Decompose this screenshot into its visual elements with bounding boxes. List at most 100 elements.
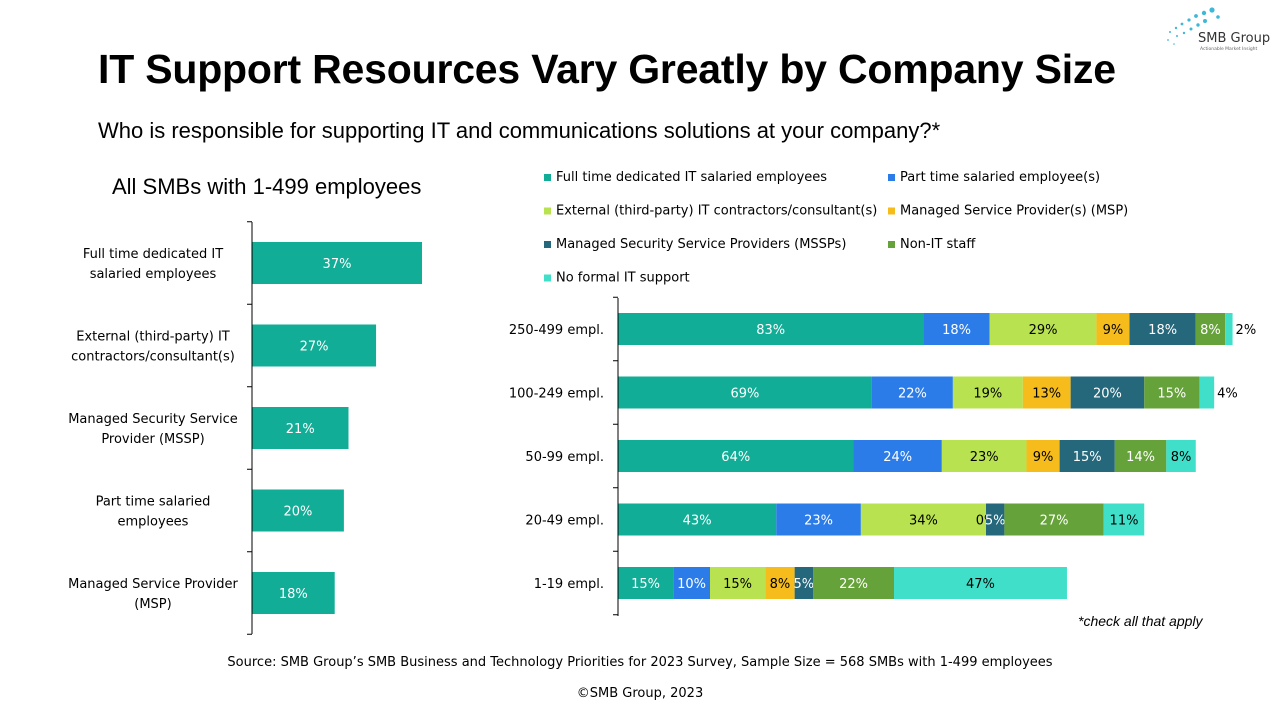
stacked-segment-no-formal-it-support: [1225, 313, 1233, 345]
stacked-segment-external-third-party-it-contractors-consultant-s: [952, 376, 1023, 409]
stacked-segment-external-third-party-it-contractors-consultant-s: [989, 313, 1097, 345]
stacked-segment-full-time-dedicated-it-salaried-employees: [618, 503, 777, 536]
legend-swatch-no-formal-it-support: [544, 274, 551, 282]
left-bar-external-third-party-it-contractors-consultant-s: [252, 324, 377, 367]
stacked-value-label: 15%: [631, 577, 660, 592]
left-category-label: Provider (MSSP): [101, 432, 204, 447]
stacked-category-label: 250-499 empl.: [509, 323, 604, 338]
stacked-segment-managed-service-provider-s-msp: [1026, 440, 1060, 472]
left-category-label: contractors/consultant(s): [71, 350, 235, 365]
stacked-value-label: 18%: [942, 323, 971, 338]
stacked-value-label: 9%: [1103, 323, 1124, 338]
stacked-value-label: 15%: [1157, 387, 1186, 402]
stacked-value-label: 4%: [1217, 387, 1238, 402]
left-bar-value-label: 27%: [300, 340, 329, 355]
stacked-segment-full-time-dedicated-it-salaried-employees: [618, 567, 674, 599]
stacked-segment-managed-service-provider-s-msp: [1096, 313, 1130, 345]
legend-label: Part time salaried employee(s): [900, 170, 1100, 185]
page-subtitle: Who is responsible for supporting IT and…: [98, 118, 941, 143]
left-category-label: Managed Security Service: [68, 412, 238, 427]
stacked-segment-no-formal-it-support: [894, 567, 1067, 599]
left-category-label: Managed Service Provider: [68, 577, 238, 592]
stacked-value-label: 23%: [970, 450, 999, 465]
stacked-segment-external-third-party-it-contractors-consultant-s: [710, 567, 766, 599]
stacked-value-label: 18%: [1148, 323, 1177, 338]
legend-swatch-managed-service-provider-s-msp: [888, 207, 895, 215]
left-chart-title: All SMBs with 1-499 employees: [112, 174, 422, 199]
stacked-segment-external-third-party-it-contractors-consultant-s: [941, 440, 1027, 472]
stacked-segment-full-time-dedicated-it-salaried-employees: [618, 376, 872, 409]
stacked-segment-managed-security-service-providers-mssps: [1070, 376, 1145, 409]
legend-label: Managed Service Provider(s) (MSP): [900, 204, 1128, 219]
stacked-segment-managed-security-service-providers-mssps: [1129, 313, 1196, 345]
stacked-value-label: 24%: [883, 450, 912, 465]
left-bar-managed-security-service-provider-mssp: [252, 407, 349, 449]
stacked-category-label: 100-249 empl.: [509, 387, 604, 402]
legend-swatch-part-time-salaried-employee-s: [888, 174, 895, 181]
stacked-value-label: 8%: [770, 577, 791, 592]
stacked-segment-external-third-party-it-contractors-consultant-s: [860, 503, 986, 536]
legend-swatch-external-third-party-it-contractors-consultant-s: [544, 207, 551, 215]
left-bar-part-time-salaried-employees: [252, 489, 344, 532]
left-category-label: salaried employees: [90, 267, 217, 282]
left-bar-managed-service-provider-msp: [252, 572, 335, 614]
stacked-segment-part-time-salaried-employee-s: [673, 567, 710, 599]
stacked-segment-non-it-staff: [813, 567, 894, 599]
stacked-segment-full-time-dedicated-it-salaried-employees: [618, 313, 924, 345]
stacked-segment-no-formal-it-support: [1103, 503, 1145, 536]
stacked-value-label: 5%: [985, 514, 1006, 529]
stacked-category-label: 1-19 empl.: [534, 577, 604, 592]
stacked-value-label: 11%: [1110, 514, 1139, 529]
stacked-value-label: 5%: [794, 577, 815, 592]
left-category-label: employees: [118, 515, 189, 530]
legend-label: External (third-party) IT contractors/co…: [556, 204, 877, 219]
left-bar-value-label: 20%: [283, 505, 312, 520]
stacked-category-label: 50-99 empl.: [525, 450, 604, 465]
stacked-segment-part-time-salaried-employee-s: [923, 313, 990, 345]
stacked-segment-part-time-salaried-employee-s: [871, 376, 953, 409]
legend-label: Non-IT staff: [900, 237, 976, 252]
source-note: Source: SMB Group’s SMB Business and Tec…: [227, 655, 1053, 670]
stacked-value-label: 10%: [677, 577, 706, 592]
stacked-value-label: 15%: [723, 577, 752, 592]
stacked-value-label: 43%: [683, 514, 712, 529]
copyright: ©SMB Group, 2023: [576, 686, 704, 701]
stacked-segment-managed-security-service-providers-mssps: [986, 503, 1005, 536]
stacked-segment-no-formal-it-support: [1166, 440, 1196, 472]
smb-group-logo: SMB Group Actionable Market Insight: [1167, 7, 1270, 52]
stacked-value-label: 29%: [1029, 323, 1058, 338]
stacked-value-label: 69%: [731, 387, 760, 402]
left-category-label: External (third-party) IT: [76, 330, 230, 345]
stacked-segment-part-time-salaried-employee-s: [776, 503, 861, 536]
stacked-value-label: 15%: [1073, 450, 1102, 465]
left-bar-full-time-dedicated-it-salaried-employees: [252, 242, 422, 284]
stacked-value-label: 2%: [1236, 323, 1257, 338]
stacked-value-label: 27%: [1040, 514, 1069, 529]
legend-label: Full time dedicated IT salaried employee…: [556, 170, 827, 185]
left-bar-value-label: 21%: [286, 422, 315, 437]
left-bar-value-label: 37%: [323, 257, 352, 272]
stacked-value-label: 47%: [966, 577, 995, 592]
legend-swatch-managed-security-service-providers-mssps: [544, 241, 551, 248]
left-category-label: Part time salaried: [96, 495, 211, 510]
legend-label: Managed Security Service Providers (MSSP…: [556, 237, 846, 252]
stacked-segment-full-time-dedicated-it-salaried-employees: [618, 440, 854, 472]
stacked-segment-non-it-staff: [1195, 313, 1226, 345]
left-category-label: (MSP): [134, 597, 171, 612]
stacked-segment-non-it-staff: [1144, 376, 1200, 409]
left-category-label: Full time dedicated IT: [83, 247, 223, 262]
stacked-segment-managed-service-provider-s-msp: [1022, 376, 1071, 409]
page-title: IT Support Resources Vary Greatly by Com…: [98, 46, 1116, 92]
legend-label: No formal IT support: [556, 271, 690, 286]
stacked-value-label: 19%: [973, 387, 1002, 402]
stacked-segment-part-time-salaried-employee-s: [853, 440, 942, 472]
stacked-value-label: 20%: [1093, 387, 1122, 402]
stacked-segment-managed-security-service-providers-mssps: [794, 567, 814, 599]
stacked-value-label: 14%: [1126, 450, 1155, 465]
legend-swatch-full-time-dedicated-it-salaried-employees: [544, 174, 551, 181]
stacked-value-label: 23%: [804, 514, 833, 529]
stacked-value-label: 34%: [909, 514, 938, 529]
stacked-segment-managed-service-provider-s-msp: [765, 567, 795, 599]
